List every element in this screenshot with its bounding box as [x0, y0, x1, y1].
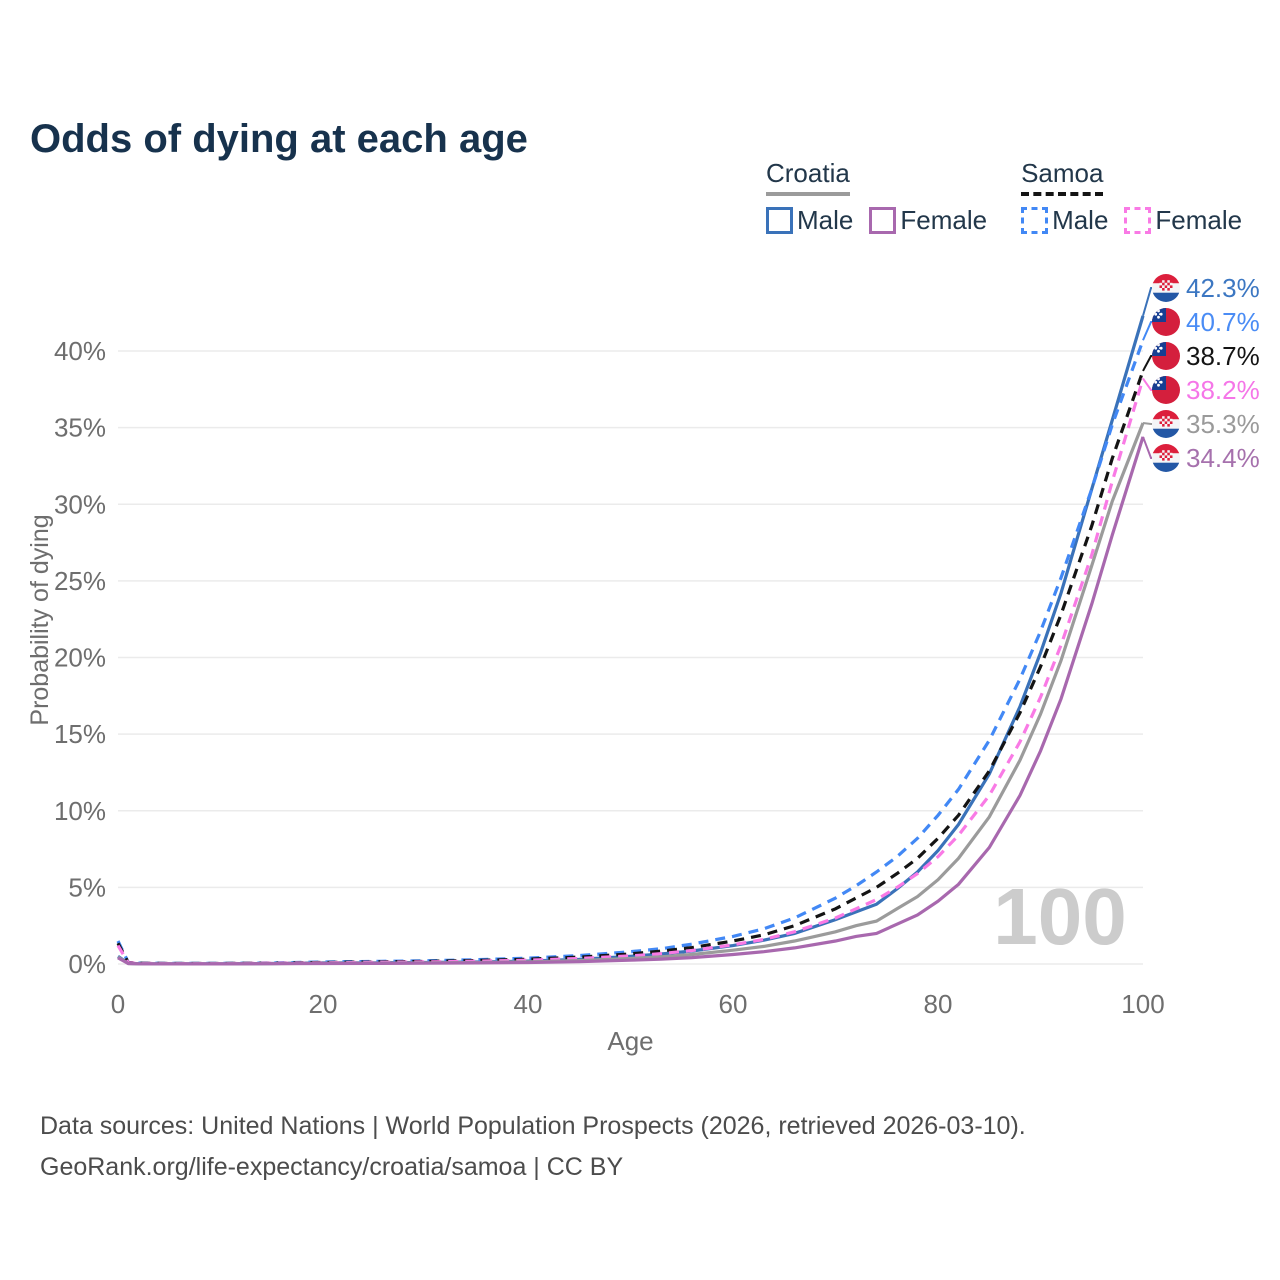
- croatia-flag-icon: [1152, 274, 1180, 302]
- end-label-samoa-male: 40.7%: [1186, 307, 1260, 337]
- samoa-flag-icon: [1152, 376, 1180, 404]
- series-line-croatia-male: [117, 315, 1145, 966]
- end-label-croatia-both: 35.3%: [1186, 409, 1260, 439]
- end-label-connector: [1142, 378, 1152, 391]
- legend-checkbox-samoa-female[interactable]: [1124, 207, 1152, 234]
- end-label-connector: [1142, 321, 1152, 341]
- end-label-croatia-male: 42.3%: [1186, 273, 1260, 303]
- legend-label-croatia-male: Male: [797, 205, 854, 235]
- y-tick-label: 20%: [54, 643, 106, 673]
- end-label-connector: [1142, 355, 1152, 372]
- croatia-flag-icon: [1152, 410, 1180, 438]
- samoa-flag-icon: [1152, 308, 1180, 336]
- legend-checkbox-croatia-female[interactable]: [869, 207, 897, 234]
- end-label-connector: [1142, 287, 1152, 317]
- series-line-samoa-both: [116, 370, 1145, 966]
- y-tick-label: 0%: [68, 949, 106, 979]
- legend-checkbox-samoa-male[interactable]: [1021, 207, 1049, 234]
- legend-label-samoa-male: Male: [1052, 205, 1109, 235]
- x-tick-label: 40: [514, 989, 543, 1019]
- legend-item-samoa-male[interactable]: Male: [1021, 205, 1108, 236]
- legend-country-croatia: Croatia: [766, 158, 850, 196]
- croatia-flag-icon: [1152, 444, 1180, 472]
- legend-checkbox-croatia-male[interactable]: [766, 207, 793, 234]
- x-tick-label: 80: [924, 989, 953, 1019]
- samoa-flag-icon: [1152, 342, 1180, 370]
- legend-label-samoa-female: Female: [1155, 205, 1243, 235]
- series-line-samoa-male: [116, 339, 1145, 966]
- legend-group-croatia: Croatia Male Female: [766, 158, 987, 236]
- end-label-samoa-female: 38.2%: [1186, 375, 1260, 405]
- y-tick-label: 40%: [54, 336, 106, 366]
- y-tick-label: 10%: [54, 796, 106, 826]
- age-watermark: 100: [993, 872, 1126, 961]
- end-label-samoa-both: 38.7%: [1186, 341, 1260, 371]
- end-label-connector: [1142, 422, 1152, 425]
- y-tick-label: 35%: [54, 413, 106, 443]
- end-label-connector: [1142, 436, 1152, 459]
- footer-attribution: GeoRank.org/life-expectancy/croatia/samo…: [40, 1152, 624, 1181]
- legend-label-croatia-female: Female: [900, 205, 988, 235]
- legend-item-croatia-female[interactable]: Female: [869, 205, 987, 236]
- footer-data-sources: Data sources: United Nations | World Pop…: [40, 1112, 1026, 1140]
- x-axis-title: Age: [607, 1026, 653, 1056]
- x-tick-label: 60: [719, 989, 748, 1019]
- y-tick-label: 5%: [68, 872, 106, 902]
- series-line-samoa-female: [116, 378, 1145, 966]
- x-tick-label: 0: [111, 989, 125, 1019]
- footer: Data sources: United Nations | World Pop…: [40, 1106, 1026, 1187]
- y-tick-label: 15%: [54, 719, 106, 749]
- y-axis-title: Probability of dying: [26, 514, 54, 725]
- legend-country-samoa: Samoa: [1021, 158, 1104, 196]
- y-tick-label: 30%: [54, 489, 106, 519]
- y-tick-label: 25%: [54, 566, 106, 596]
- legend-group-samoa: Samoa Male Female: [1021, 158, 1242, 236]
- legend: Croatia Male Female Samoa Male Female: [766, 158, 1242, 236]
- end-label-croatia-female: 34.4%: [1186, 443, 1260, 473]
- x-tick-label: 100: [1121, 989, 1164, 1019]
- chart-title: Odds of dying at each age: [30, 116, 528, 161]
- legend-item-croatia-male[interactable]: Male: [766, 205, 853, 236]
- legend-item-samoa-female[interactable]: Female: [1124, 205, 1242, 236]
- series-line-croatia-female: [117, 436, 1145, 966]
- x-tick-label: 20: [309, 989, 338, 1019]
